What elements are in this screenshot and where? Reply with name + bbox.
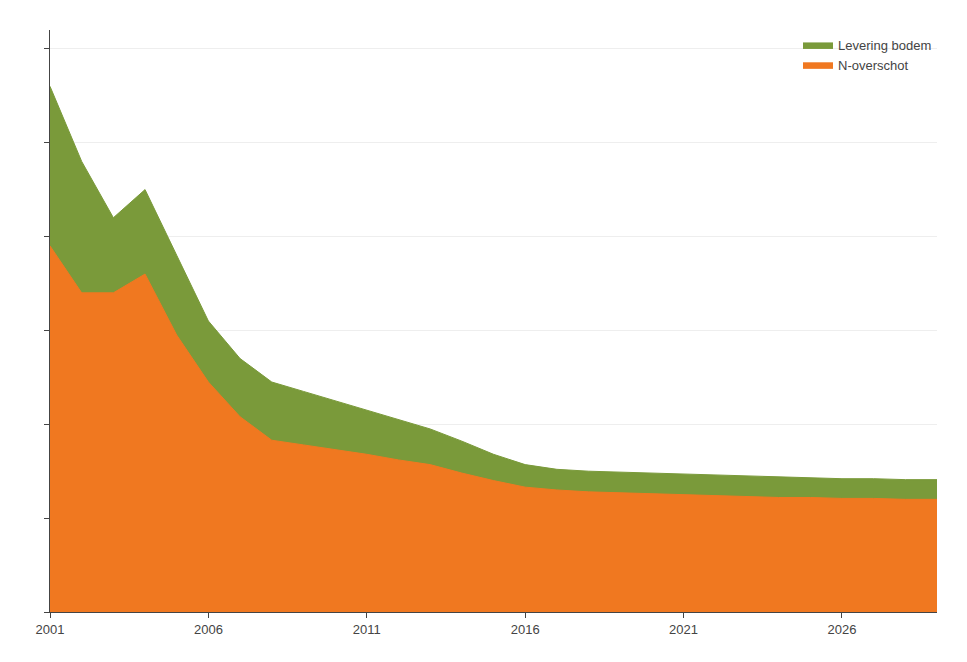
- svg-text:2001: 2001: [36, 622, 65, 637]
- svg-text:2026: 2026: [827, 622, 856, 637]
- svg-text:2016: 2016: [511, 622, 540, 637]
- svg-text:2006: 2006: [194, 622, 223, 637]
- svg-text:2011: 2011: [353, 622, 381, 637]
- svg-text:2021: 2021: [669, 622, 698, 637]
- svg-text:N-overschot: N-overschot: [838, 58, 908, 73]
- svg-text:Levering bodem: Levering bodem: [838, 38, 931, 53]
